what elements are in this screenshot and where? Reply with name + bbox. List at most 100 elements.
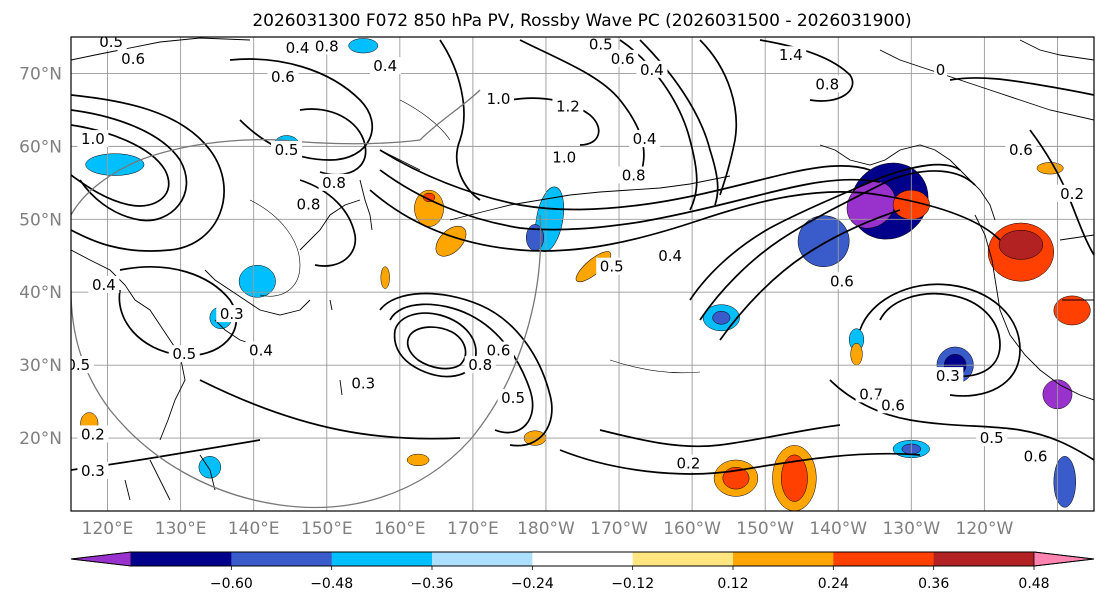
contour-label: 0.8 — [297, 196, 321, 214]
contour-label: 0.3 — [936, 367, 960, 385]
anomaly-patch — [348, 38, 379, 54]
contour-label: 0.5 — [275, 141, 299, 159]
contour-label-background — [168, 345, 200, 363]
pv-contour — [369, 189, 1001, 252]
figure-title: 2026031300 F072 850 hPa PV, Rossby Wave … — [252, 11, 911, 31]
latitude-label: 20°N — [19, 429, 62, 449]
contour-labels: 0.50.60.60.80.40.40.50.60.41.40.801.0 1.2… — [71, 35, 1088, 480]
longitude-label: 150°W — [736, 519, 794, 539]
contour-label-background — [775, 46, 807, 64]
pv-contour — [118, 266, 238, 357]
anomaly-patch — [1053, 295, 1091, 326]
contour-label: 0.4 — [92, 276, 116, 294]
contour-label-background — [88, 275, 120, 293]
colorbar-segment — [231, 552, 333, 566]
pv-contour — [559, 449, 921, 475]
circle-outline-1 — [71, 214, 542, 509]
contour-label-background — [636, 60, 668, 78]
colorbar-max-extension — [1033, 551, 1095, 567]
contour-label-background — [292, 195, 324, 213]
contour-label: 1.0 — [552, 148, 576, 166]
contour-label: 0.4 — [633, 130, 657, 148]
longitude-label: 170°W — [590, 519, 648, 539]
colorbar-tick-label: −0.48 — [310, 576, 353, 592]
rossby-wave-pc-shading — [80, 38, 1091, 511]
longitude-label: 120°E — [82, 519, 134, 539]
contour-label-background — [311, 37, 343, 55]
pv-contour — [859, 283, 1021, 397]
contour-label-background — [77, 130, 109, 148]
contour-label-background — [976, 429, 1008, 447]
coastline-aleutians — [449, 175, 731, 221]
contour-label: 0.5 — [172, 345, 196, 363]
longitude-labels: 120°E 130°E 140°E 150°E 160°E 170°E 180°W 170°W… — [82, 519, 1014, 539]
latitude-label: 40°N — [19, 283, 62, 303]
anomaly-patch — [1053, 456, 1076, 508]
contour-label-background — [552, 97, 584, 115]
colorbar-tick-label: −0.36 — [411, 576, 454, 592]
anomaly-patch — [198, 456, 222, 479]
anomaly-patch — [85, 153, 145, 176]
pv-contour — [699, 39, 738, 196]
contour-label: 0.6 — [881, 396, 905, 414]
pv-contour — [379, 149, 871, 211]
colorbar-segment — [131, 552, 232, 566]
anomaly-patch — [380, 266, 390, 289]
pv-contour — [379, 292, 553, 447]
contour-label-background — [95, 37, 127, 51]
longitude-label: 140°E — [228, 519, 280, 539]
contour-label: 0.8 — [322, 174, 346, 192]
latitude-label: 50°N — [19, 210, 62, 230]
contour-label-background — [482, 341, 514, 359]
contour-label: 0.6 — [121, 50, 145, 68]
contour-label: 0.6 — [1009, 141, 1033, 159]
contour-label-background — [654, 246, 686, 264]
pv-contour — [759, 39, 854, 102]
anomaly-patch — [1036, 162, 1064, 175]
contour-label-background — [934, 60, 948, 78]
contour-label-background — [271, 141, 303, 159]
anomaly-patch — [406, 453, 430, 467]
contour-label: 0.5 — [589, 35, 613, 53]
contour-label-background — [267, 68, 299, 86]
colorbar-segment — [331, 552, 433, 566]
pv-contour — [509, 97, 600, 146]
contour-label-background — [117, 49, 149, 67]
contour-label-background — [672, 454, 704, 472]
contour-label: 0.4 — [373, 57, 397, 75]
colorbar-tick-label: 0.12 — [717, 576, 748, 592]
anomaly-patch — [998, 229, 1044, 260]
contour-label-background — [629, 130, 661, 148]
contour-label-background — [216, 305, 248, 323]
latitude-label: 70°N — [19, 64, 62, 84]
colorbar-tick-label: −0.12 — [611, 576, 654, 592]
coastline-islands — [124, 234, 1094, 501]
pv-contour — [879, 292, 1001, 377]
colorbar-tick-label: 0.48 — [1018, 576, 1049, 592]
contour-label-background — [811, 75, 843, 93]
colorbar-segment — [733, 552, 834, 566]
anomaly-patch — [722, 466, 750, 490]
contour-label: 0.6 — [830, 272, 854, 290]
colorbar-min-extension — [70, 551, 132, 567]
contour-label-background — [607, 49, 639, 67]
contour-label-background — [464, 356, 496, 374]
contour-label-background — [482, 89, 514, 107]
colorbar-segment — [532, 552, 634, 566]
longitude-label: 160°E — [374, 519, 426, 539]
pv-contour — [949, 77, 1094, 96]
contour-label-background — [932, 367, 964, 385]
colorbar-segment — [632, 552, 734, 566]
longitude-label: 120°W — [956, 519, 1014, 539]
latitude-label: 30°N — [19, 356, 62, 376]
contour-label: 0.7 — [859, 385, 883, 403]
pv-contour — [619, 39, 698, 211]
contour-label: 0.4 — [640, 61, 664, 79]
contour-label: 1.0 — [487, 90, 511, 108]
contour-label: 0.3 — [351, 374, 375, 392]
contour-label: 0.4 — [286, 39, 310, 57]
pv-contour — [599, 424, 841, 448]
contour-label-background — [877, 396, 909, 414]
contour-label: 1.2 — [556, 97, 580, 115]
contour-label-background — [318, 173, 350, 191]
